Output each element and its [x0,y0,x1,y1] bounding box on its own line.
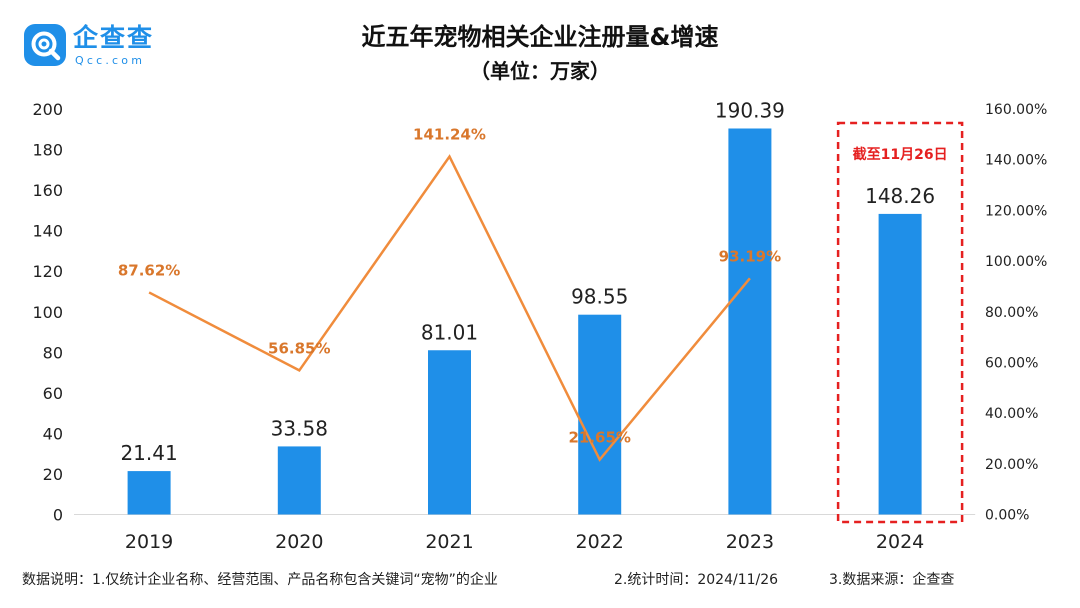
x-axis-tick-label: 2021 [425,531,473,553]
bar-registrations-2023 [728,128,772,515]
footer-note-stat-time: 2.统计时间：2024/11/26 [614,572,779,588]
chart-title: 近五年宠物相关企业注册量&增速 [361,23,719,51]
x-axis-tick-label: 2020 [275,531,323,553]
y-axis-tick-label: 20 [43,465,63,484]
qcc-logo-icon [24,24,66,66]
bar-registrations-2024 [878,213,922,515]
logo-domain: Qcc.com [75,54,146,67]
bar-value-label: 81.01 [421,320,478,344]
y2-axis-tick-label: 40.00% [985,406,1038,422]
y-axis-tick-label: 120 [32,262,63,281]
bar-value-label: 190.39 [715,98,785,122]
y-axis-tick-label: 0 [53,506,63,525]
chart-subtitle: （单位：万家） [470,59,610,83]
x-axis-tick-label: 2019 [125,531,173,553]
line-value-label: 93.19% [719,247,781,265]
bar-registrations-2019 [127,471,171,515]
y-axis-tick-label: 160 [32,181,63,200]
bar-value-label: 148.26 [865,184,935,208]
bar-registrations-2020 [277,446,321,515]
x-axis-tick-label: 2022 [576,531,624,553]
y2-axis-tick-label: 120.00% [985,203,1047,219]
y-axis-tick-label: 180 [32,141,63,160]
bar-value-label: 33.58 [271,416,328,440]
highlight-box-2024 [836,121,964,524]
y-axis-tick-label: 80 [43,343,63,362]
line-growth-rate [148,154,751,462]
y-axis-tick-label: 200 [32,100,63,119]
line-value-label: 56.85% [268,339,330,357]
footer-note-source: 3.数据来源：企查查 [829,572,955,588]
y-axis-tick-label: 140 [32,222,63,241]
bar-value-label: 98.55 [571,285,628,309]
y2-axis-tick-label: 160.00% [985,102,1047,118]
y2-axis-tick-label: 80.00% [985,305,1038,321]
line-value-label: 21.65% [568,429,630,447]
y2-axis-tick-label: 0.00% [985,508,1029,524]
line-value-label: 141.24% [413,126,486,144]
annotation-label: 截至11月26日 [853,146,948,163]
bar-value-label: 21.41 [120,441,177,465]
x-axis-tick-label: 2023 [726,531,774,553]
bar-registrations-2021 [428,350,471,515]
y2-axis-tick-label: 20.00% [985,457,1038,473]
bar-registrations-2022 [578,314,622,515]
y2-axis-tick-label: 140.00% [985,153,1047,169]
y-axis-tick-label: 100 [32,303,63,322]
x-axis-tick-label: 2024 [876,531,924,553]
y-axis-tick-label: 60 [43,384,63,403]
logo-name: 企查查 [73,23,155,52]
footer-note-data-description: 数据说明：1.仅统计企业名称、经营范围、产品名称包含关键词“宠物”的企业 [22,572,498,588]
y2-axis-tick-label: 100.00% [985,254,1047,270]
brand-logo: 企查查 Qcc.com [24,22,164,70]
line-value-label: 87.62% [118,261,180,279]
y-axis-tick-label: 40 [43,424,63,443]
y2-axis-tick-label: 60.00% [985,355,1038,371]
